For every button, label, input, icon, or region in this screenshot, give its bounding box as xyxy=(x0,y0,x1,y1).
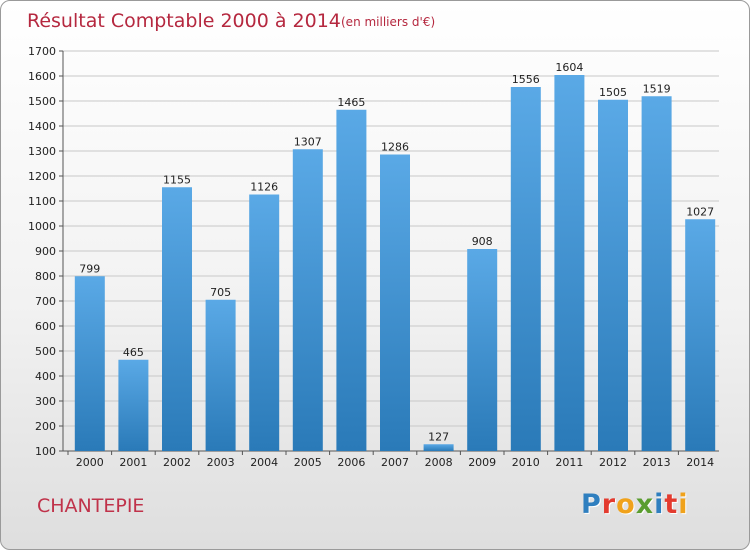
bar-2002 xyxy=(162,187,192,451)
y-tick-label: 1000 xyxy=(28,220,56,233)
y-tick-label: 200 xyxy=(35,420,56,433)
bar-2014 xyxy=(685,219,716,451)
bar-2010 xyxy=(510,87,541,451)
value-label-2007: 1286 xyxy=(381,141,409,154)
x-tick-label-2011: 2011 xyxy=(555,456,583,469)
value-label-2005: 1307 xyxy=(294,135,322,148)
value-label-2002: 1155 xyxy=(163,173,191,186)
brand-letter: i xyxy=(654,489,665,520)
value-label-2003: 705 xyxy=(210,286,231,299)
y-tick-label: 400 xyxy=(35,370,56,383)
value-label-2012: 1505 xyxy=(599,86,627,99)
bar-2005 xyxy=(292,149,323,451)
commune-name: CHANTEPIE xyxy=(37,495,145,517)
y-tick-label: 1500 xyxy=(28,95,56,108)
bar-2013 xyxy=(641,96,672,451)
bar-2003 xyxy=(205,299,236,451)
value-label-2014: 1027 xyxy=(686,205,714,218)
y-tick-label: 1600 xyxy=(28,70,56,83)
value-label-2000: 799 xyxy=(79,262,100,275)
y-tick-label: 1200 xyxy=(28,170,56,183)
x-tick-label-2006: 2006 xyxy=(337,456,365,469)
x-tick-label-2007: 2007 xyxy=(381,456,409,469)
y-tick-label: 1300 xyxy=(28,145,56,158)
brand-letter: i xyxy=(678,489,689,520)
y-tick-label: 1100 xyxy=(28,195,56,208)
x-tick-label-2008: 2008 xyxy=(425,456,453,469)
y-tick-label: 600 xyxy=(35,320,56,333)
y-tick-label: 1400 xyxy=(28,120,56,133)
bar-2000 xyxy=(74,276,105,451)
brand-letter: o xyxy=(616,489,636,520)
x-tick-label-2001: 2001 xyxy=(119,456,147,469)
x-tick-label-2014: 2014 xyxy=(686,456,714,469)
x-tick-label-2004: 2004 xyxy=(250,456,278,469)
bar-2008 xyxy=(423,444,454,451)
y-tick-label: 100 xyxy=(35,445,56,458)
value-label-2010: 1556 xyxy=(512,73,540,86)
y-tick-label: 500 xyxy=(35,345,56,358)
value-label-2011: 1604 xyxy=(555,61,583,74)
bar-2004 xyxy=(249,194,280,451)
x-tick-label-2005: 2005 xyxy=(294,456,322,469)
bars xyxy=(74,75,716,451)
bar-2006 xyxy=(336,109,367,451)
y-tick-label: 1700 xyxy=(28,45,56,58)
brand-letter: r xyxy=(601,489,617,520)
value-label-2008: 127 xyxy=(428,430,449,443)
y-tick-label: 800 xyxy=(35,270,56,283)
value-label-2006: 1465 xyxy=(337,96,365,109)
x-axis-ticks: 2000 2001 2002 2003 2004 2005 2006 2007 2008 2009… xyxy=(67,451,714,469)
x-tick-label-2000: 2000 xyxy=(76,456,104,469)
value-label-2004: 1126 xyxy=(250,181,278,194)
value-labels: 799 465 1155 705 1126 1307 1465 1286 127 908 1556 1… xyxy=(79,61,714,443)
x-tick-label-2003: 2003 xyxy=(207,456,235,469)
chart-subtitle: (en milliers d'€) xyxy=(341,15,435,29)
y-tick-label: 300 xyxy=(35,395,56,408)
bar-2007 xyxy=(380,154,410,451)
bar-2012 xyxy=(598,99,628,451)
value-label-2009: 908 xyxy=(472,235,493,248)
bar-2001 xyxy=(118,359,149,451)
brand-letter: x xyxy=(635,489,655,520)
brand-letter: P xyxy=(581,489,602,520)
y-tick-label: 900 xyxy=(35,245,56,258)
chart-title: Résultat Comptable 2000 à 2014 xyxy=(27,10,341,32)
x-tick-label-2009: 2009 xyxy=(468,456,496,469)
x-tick-label-2002: 2002 xyxy=(163,456,191,469)
bar-2009 xyxy=(467,249,498,451)
x-tick-label-2013: 2013 xyxy=(643,456,671,469)
y-tick-label: 700 xyxy=(35,295,56,308)
bar-2011 xyxy=(554,75,585,451)
brand-logo: Proxiti xyxy=(581,489,689,520)
x-tick-label-2012: 2012 xyxy=(599,456,627,469)
value-label-2001: 465 xyxy=(123,346,144,359)
brand-letter: t xyxy=(664,489,679,520)
value-label-2013: 1519 xyxy=(643,82,671,95)
x-tick-label-2010: 2010 xyxy=(512,456,540,469)
